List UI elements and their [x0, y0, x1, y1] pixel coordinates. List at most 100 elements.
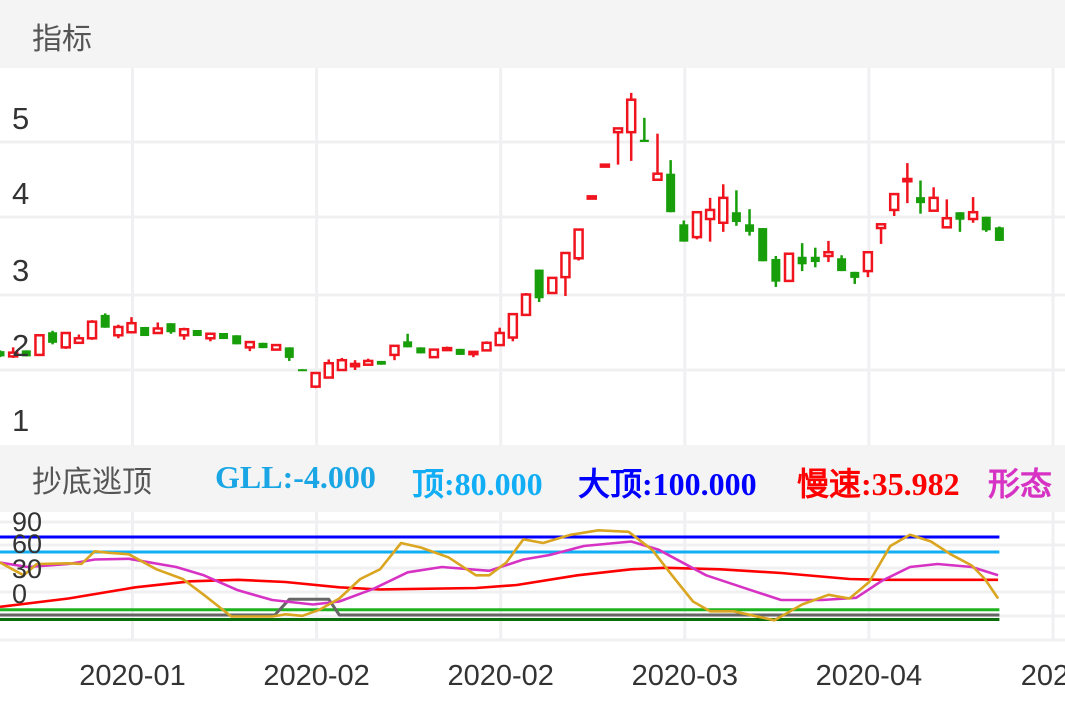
candle [955, 212, 965, 232]
candle [297, 369, 307, 372]
candle [850, 271, 860, 284]
candle-body [468, 350, 479, 356]
candle [837, 255, 847, 272]
candle-body [270, 343, 282, 351]
candle [205, 332, 216, 342]
candle [994, 226, 1004, 241]
indicator-header: 指标 [0, 0, 1065, 68]
candle-body [34, 334, 45, 357]
candle-body [232, 335, 242, 345]
candle-body [862, 250, 874, 273]
candle [152, 322, 164, 335]
x-tick-label: 2020-03 [632, 660, 738, 692]
x-tick-label: 2020-01 [79, 660, 185, 692]
x-tick-label: 2020-02 [447, 660, 553, 692]
candle-body [126, 321, 137, 334]
header-title: 指标 [32, 22, 92, 57]
candle [48, 330, 58, 345]
candle [560, 251, 571, 297]
candle-body [718, 196, 729, 225]
big-top-value: 大顶:100.000 [578, 466, 757, 502]
candle [797, 243, 807, 272]
candle [862, 250, 874, 278]
candle [73, 334, 85, 345]
candle-body [86, 320, 98, 340]
candle [679, 220, 689, 242]
candle [967, 197, 979, 223]
y-tick-label: 4 [12, 176, 29, 211]
candle-body [416, 347, 426, 354]
candle-body [783, 252, 795, 283]
candle [270, 343, 282, 351]
candle [507, 312, 519, 342]
x-tick-label: 2020-04 [816, 660, 922, 692]
candle-body [704, 208, 716, 221]
y-tick-label: 3 [12, 253, 29, 288]
candle [219, 333, 229, 340]
candle-body [140, 326, 150, 337]
candle [244, 340, 256, 352]
indicator-bar: 抄底逃顶 GLL:-4.000 顶:80.000 大顶:100.000 慢速:3… [0, 445, 1065, 512]
candle-body [928, 196, 939, 212]
candle-body [560, 251, 571, 279]
candle [981, 216, 991, 232]
candle [468, 350, 479, 358]
candle [0, 350, 5, 358]
candle-body [284, 347, 294, 358]
candle [718, 184, 729, 232]
candle [403, 333, 413, 348]
candle-body [547, 276, 558, 295]
candle-body [349, 362, 361, 368]
candle-body [389, 344, 400, 357]
candle [178, 327, 190, 340]
candle-body [810, 256, 820, 263]
candle [941, 199, 953, 229]
candle [126, 317, 137, 334]
candle-body [639, 139, 649, 142]
indicator-y-tick-label: 90 [12, 507, 42, 537]
candle-body [967, 210, 979, 221]
candle [639, 117, 649, 142]
candle [652, 133, 663, 181]
candle-body [771, 259, 781, 282]
candle [612, 127, 624, 165]
candle-body [625, 98, 637, 134]
candle-body [336, 358, 348, 372]
candle [336, 357, 348, 372]
candle-body [994, 227, 1004, 241]
candle [86, 320, 98, 340]
candle-body [850, 271, 860, 278]
candle [140, 326, 150, 337]
candle-body [73, 337, 85, 345]
candle [586, 195, 597, 200]
candle-body [758, 228, 768, 262]
candle [573, 228, 584, 261]
candle [100, 313, 110, 328]
candle-body [731, 212, 741, 223]
candle-body [941, 216, 953, 229]
candle [599, 163, 611, 168]
candle [547, 276, 558, 295]
candle-body [166, 323, 176, 333]
candle-body [441, 346, 453, 352]
candle-body [178, 327, 190, 337]
candle [783, 252, 795, 283]
candle [455, 348, 465, 355]
candle [494, 327, 505, 347]
indicator-y-tick-label: 30 [12, 554, 42, 584]
top-value: 顶:80.000 [412, 466, 543, 502]
candle-body [0, 351, 5, 357]
candle-body [310, 371, 321, 388]
y-tick-label: 5 [12, 101, 29, 136]
candle-body [666, 173, 676, 213]
candle-body [60, 331, 71, 349]
candle [21, 350, 31, 357]
indicator-title[interactable]: 抄底逃顶 [32, 465, 152, 500]
candle [34, 334, 45, 357]
candle [310, 371, 321, 389]
candle-body [902, 177, 913, 183]
candle-body [48, 332, 58, 343]
candle-body [219, 333, 229, 340]
candle-body [297, 369, 307, 372]
